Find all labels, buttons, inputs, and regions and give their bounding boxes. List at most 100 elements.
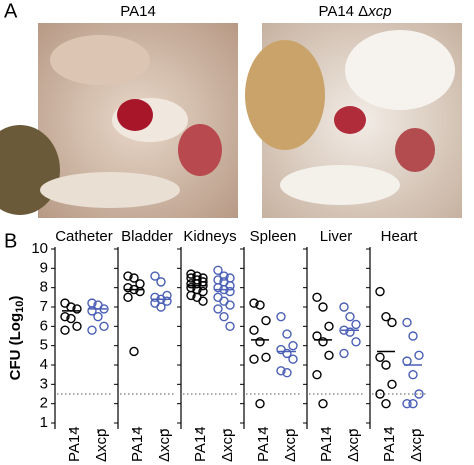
data-point [93,311,103,322]
data-point [381,311,391,322]
data-point [414,389,424,399]
data-point [198,296,208,306]
photo-title: PA14 [120,3,156,20]
data-point [402,356,412,366]
data-point [351,337,361,347]
data-point [186,279,196,289]
x-tick-label: Δxcp [282,429,299,462]
panel-label: B [4,230,17,252]
data-point [261,352,271,362]
data-point [72,321,82,332]
x-tick-label: PA14 [318,426,335,462]
data-point [282,368,292,378]
data-point [255,337,265,347]
data-point [351,319,361,330]
data-point [156,302,166,312]
data-point [318,337,328,347]
data-point [60,311,70,322]
y-axis-label: CFU (Log10) [7,296,26,381]
data-point [288,340,298,351]
data-point [324,350,334,361]
data-point [87,325,97,335]
chart-title: Spleen [250,228,297,245]
data-point [318,302,328,312]
y-tick-label: 4 [40,356,48,373]
data-point [249,298,259,308]
data-point [129,346,139,357]
data-point [387,317,397,328]
x-tick-label: PA14 [129,426,146,462]
data-point [255,398,265,409]
x-tick-label: Δxcp [219,429,236,462]
x-tick-label: Δxcp [345,429,362,462]
data-point [345,311,355,322]
data-point [219,311,229,322]
data-point [150,271,160,281]
data-point [213,282,223,293]
x-tick-label: PA14 [381,426,398,462]
data-point [72,304,82,314]
data-point [324,321,334,332]
y-tick-label: 8 [40,279,48,296]
data-point [276,311,286,322]
data-point [225,286,235,297]
data-point [312,369,322,380]
data-point [123,271,133,281]
data-point [318,398,328,409]
data-point [408,369,418,380]
data-point [381,398,391,409]
data-point [213,304,223,314]
data-point [414,350,424,361]
panel-label: A [4,0,18,22]
data-point [282,348,292,359]
y-tick-label: 3 [40,375,48,392]
data-point [381,360,391,370]
data-point [60,325,70,335]
x-tick-label: PA14 [66,426,83,462]
data-point [150,292,160,303]
chart-title: Liver [320,228,353,245]
data-point [66,313,76,324]
data-point [375,389,385,399]
data-point [249,325,259,335]
y-tick-label: 10 [31,240,48,257]
data-point [99,321,109,332]
chart-title: Catheter [55,228,113,245]
data-point [129,273,139,283]
data-point [387,379,397,390]
data-point [345,327,355,337]
y-tick-label: 1 [40,414,48,431]
data-point [135,286,145,297]
y-tick-label: 9 [40,259,48,276]
data-point [276,366,286,376]
data-point [339,302,349,312]
data-point [282,329,292,339]
data-point [312,292,322,303]
data-point [123,282,133,293]
y-tick-label: 2 [40,395,48,412]
data-point [156,277,166,287]
x-tick-label: PA14 [192,426,209,462]
data-point [186,269,196,279]
x-tick-label: Δxcp [93,429,110,462]
data-point [186,290,196,301]
chart-title: Bladder [121,228,173,245]
x-tick-label: PA14 [255,426,272,462]
data-point [402,398,412,409]
photo [0,23,238,218]
data-point [123,292,133,303]
photo-title: PA14 Δxcp [318,3,391,20]
data-point [225,321,235,332]
data-point [213,265,223,275]
data-point [375,286,385,297]
data-point [402,317,412,328]
photo [245,23,462,218]
data-point [288,354,298,364]
data-point [225,300,235,310]
data-point [186,273,196,283]
data-point [162,296,172,306]
data-point [255,300,265,310]
chart-title: Kidneys [183,228,236,245]
data-point [198,286,208,297]
